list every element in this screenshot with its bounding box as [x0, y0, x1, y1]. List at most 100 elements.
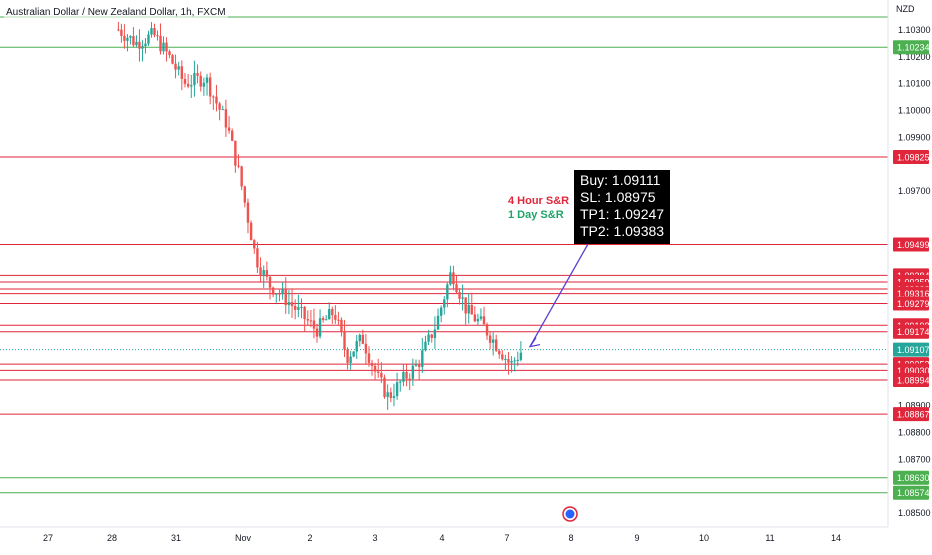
x-tick-label: 2 — [307, 533, 312, 543]
candle-body — [165, 42, 168, 52]
candle-body — [361, 334, 365, 344]
candle-body — [476, 318, 480, 322]
level-tag-red: 1.09030 — [897, 366, 930, 376]
candle-body — [408, 378, 411, 380]
candle-body — [519, 352, 523, 360]
candle-body — [196, 73, 199, 76]
candle-body — [174, 63, 177, 70]
candle-body — [461, 297, 464, 299]
candle-body — [293, 305, 297, 310]
candle-body — [215, 96, 218, 104]
candle-body — [458, 292, 461, 299]
candle-body — [262, 270, 265, 276]
candle-body — [436, 315, 440, 330]
x-tick-label: 31 — [171, 533, 181, 543]
candle-body — [464, 297, 467, 314]
candle-body — [479, 316, 483, 319]
candle-body — [427, 334, 430, 342]
annotation-arrow — [529, 243, 589, 347]
info-tp2: TP2: 1.09383 — [580, 223, 665, 239]
candle-body — [470, 304, 473, 315]
y-tick-label: 1.10100 — [898, 79, 931, 89]
candle-body — [243, 186, 247, 203]
info-tp1: TP1: 1.09247 — [580, 206, 665, 222]
candle-body — [373, 365, 377, 372]
level-tag-red-bg — [893, 324, 929, 339]
candle-body — [485, 324, 489, 336]
level-tag-green-bg — [893, 485, 929, 500]
candle-body — [405, 371, 408, 379]
x-tick-label: 14 — [831, 533, 841, 543]
candle-body — [386, 392, 389, 397]
x-tick-label: 9 — [634, 533, 639, 543]
candle-body — [150, 28, 153, 35]
candle-body — [349, 356, 352, 363]
x-tick-label: 3 — [372, 533, 377, 543]
candle-body — [334, 315, 337, 320]
logo-badge-inner — [565, 509, 575, 519]
candle-body — [507, 358, 510, 363]
candle-body — [340, 319, 343, 332]
trade-info-box: Buy: 1.09111 SL: 1.08975 TP1: 1.09247 TP… — [574, 170, 671, 244]
candle-body — [306, 319, 309, 321]
candle-body — [168, 51, 171, 56]
level-tag-red-bg — [893, 373, 929, 388]
candle-body — [309, 320, 313, 322]
y-tick-label: 1.10300 — [898, 25, 931, 35]
y-tick-label: 1.10200 — [898, 52, 931, 62]
annotation-arrowhead — [528, 337, 541, 348]
candle-body — [364, 343, 368, 354]
candle-body — [141, 46, 144, 49]
level-tag-red: 1.09825 — [897, 152, 930, 162]
candle-body — [153, 28, 156, 36]
candle-body — [237, 165, 240, 167]
candle-body — [417, 364, 421, 368]
candle-body — [147, 34, 150, 44]
candle-body — [117, 29, 120, 31]
candle-body — [395, 382, 399, 397]
level-tag-red: 1.09279 — [897, 299, 930, 309]
candle-body — [467, 304, 470, 314]
candle-body — [414, 364, 418, 366]
candle-body — [488, 335, 492, 343]
candle-body — [312, 320, 316, 329]
x-tick-label: Nov — [235, 533, 252, 543]
level-tag-red: 1.09316 — [897, 289, 930, 299]
candle-body — [318, 318, 322, 337]
candle-body — [324, 319, 328, 321]
candle-body — [126, 37, 129, 41]
y-tick-label: 1.08700 — [898, 454, 931, 464]
level-tag-red: 1.09174 — [897, 327, 930, 337]
candle-body — [212, 96, 215, 98]
candle-body — [328, 309, 331, 320]
candle-body — [321, 318, 325, 321]
candle-body — [473, 314, 477, 322]
level-tag-green: 1.08574 — [897, 488, 930, 498]
candle-body — [193, 73, 196, 86]
sr-legend: 4 Hour S&R 1 Day S&R — [508, 194, 569, 222]
candle-body — [399, 381, 402, 383]
candle-body — [156, 35, 159, 37]
candle-body — [284, 289, 287, 306]
level-tag-red-bg — [893, 296, 929, 311]
candle-body — [303, 307, 306, 320]
level-tag-red-bg — [893, 149, 929, 164]
y-tick-label: 1.08800 — [898, 428, 931, 438]
candle-body — [495, 339, 498, 351]
candle-body — [159, 35, 162, 52]
legend-4h: 4 Hour S&R — [508, 195, 570, 207]
candle-body — [281, 289, 284, 295]
currency-label: NZD — [896, 4, 915, 14]
candle-body — [123, 35, 126, 41]
current-price-tag: 1.09107 — [897, 345, 930, 355]
candle-body — [144, 43, 147, 47]
candle-body — [180, 66, 184, 79]
candle-body — [402, 371, 405, 382]
candle-body — [380, 372, 383, 378]
candle-body — [290, 302, 294, 306]
candle-body — [482, 316, 486, 325]
candle-body — [300, 307, 303, 309]
y-tick-label: 1.09900 — [898, 132, 931, 142]
